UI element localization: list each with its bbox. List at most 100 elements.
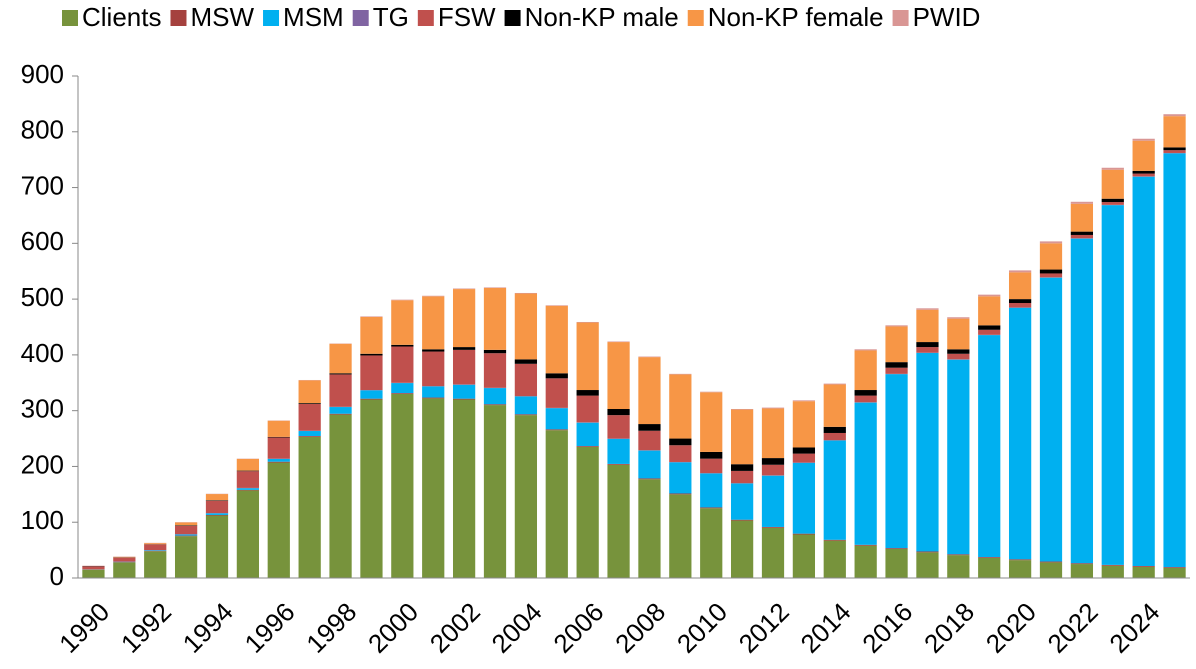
bar-segment [792, 453, 816, 463]
x-tick-label: 2016 [856, 597, 918, 659]
bar-segment [669, 494, 692, 578]
bar-segment [483, 388, 507, 405]
bar-segment [391, 344, 414, 347]
legend-swatch [352, 10, 369, 26]
bar-segment [360, 353, 383, 356]
bar-segment [483, 287, 507, 350]
bar-segment [483, 287, 507, 288]
bar-segment [730, 409, 754, 465]
bar-segment [947, 554, 970, 556]
bar-segment [391, 346, 414, 383]
legend-label: FSW [438, 2, 496, 32]
bar-segment [916, 551, 939, 553]
bar-segment [391, 300, 414, 345]
bar-segment [854, 390, 877, 396]
bar-segment [174, 525, 198, 535]
bar-segment [1008, 270, 1032, 273]
bar-segment [1008, 299, 1032, 304]
bar-segment [82, 569, 105, 578]
bar-segment [700, 391, 723, 393]
bar-segment [205, 494, 229, 501]
bar-segment [267, 461, 290, 463]
bar-segment [607, 408, 630, 416]
bar-segment [854, 544, 877, 546]
bar-segment [576, 446, 599, 447]
bar-segment [1132, 140, 1155, 171]
bar-segment [700, 507, 723, 509]
y-tick-label: 900 [21, 59, 64, 89]
bar-segment [360, 316, 383, 317]
bar-segment [823, 432, 846, 441]
bar-segment [205, 515, 229, 578]
bar-segment [669, 445, 692, 462]
bar-segment [638, 356, 661, 358]
x-tick-label: 1994 [177, 597, 239, 659]
bar-segment [669, 438, 692, 446]
legend-swatch [687, 10, 704, 26]
y-tick-label: 300 [21, 394, 64, 424]
bar-segment [823, 383, 846, 385]
bar-segment [422, 349, 445, 352]
bar-segment [854, 395, 877, 403]
bar-segment [360, 390, 383, 399]
bar-segment [236, 488, 260, 490]
bar-segment [329, 373, 352, 375]
legend-label: TG [373, 2, 409, 32]
x-tick-label: 2008 [609, 597, 671, 659]
bar-segment [761, 407, 785, 409]
bar-segment [576, 446, 599, 578]
bar-segment [1008, 560, 1032, 578]
bar-segment [360, 316, 383, 354]
bar-segment [1132, 566, 1155, 578]
bar-segment [854, 402, 877, 545]
bar-segment [1070, 231, 1094, 235]
bar-segment [700, 458, 723, 474]
legend: Clients MSW MSM TG FSW Non-KP male Non-KP fema… [62, 2, 980, 32]
bar-segment [174, 525, 198, 526]
x-tick-label: 2014 [794, 597, 856, 659]
bar-segment [792, 447, 816, 454]
bar-segment [576, 322, 599, 391]
bar-segment [730, 520, 754, 578]
legend-swatch [170, 10, 187, 26]
bar-segment [483, 404, 507, 406]
x-tick-label: 2020 [980, 597, 1042, 659]
bar-segment [298, 403, 321, 431]
y-tick-label: 800 [21, 115, 64, 145]
bar-segment [514, 415, 538, 578]
bar-segment [1163, 567, 1186, 568]
bar-segment [638, 478, 661, 480]
bar-segment [730, 408, 754, 410]
x-tick-label: 2018 [918, 597, 980, 659]
bar-segment [144, 551, 167, 578]
bar-segment [730, 519, 754, 521]
bar-segment [545, 305, 568, 306]
bar-segment [1008, 303, 1032, 308]
bar-segment [885, 374, 908, 549]
bar-segment [700, 473, 723, 508]
bar-segment [391, 383, 414, 394]
bar-segment [978, 329, 1001, 335]
bar-segment [329, 343, 352, 374]
bar-segment [607, 464, 630, 578]
bar-segment [514, 363, 538, 397]
bar-segment [916, 347, 939, 353]
legend-label: Clients [82, 2, 161, 32]
bar-segment [1070, 564, 1094, 578]
bar-segment [607, 341, 630, 343]
bar-segment [1039, 273, 1063, 278]
x-tick-label: 2022 [1042, 597, 1104, 659]
bar-segment [761, 464, 785, 476]
bar-segment [144, 550, 167, 551]
bar-segment [947, 317, 970, 319]
bar-segment [1132, 138, 1155, 141]
bar-segment [607, 342, 630, 409]
bar-segment [545, 373, 568, 379]
bar-segment [298, 436, 321, 437]
bar-segment [669, 462, 692, 494]
bar-segment [267, 436, 290, 438]
bar-segment [1132, 170, 1155, 174]
bar-segment [1163, 567, 1186, 578]
bar-segment [1163, 147, 1186, 151]
bar-segment [885, 326, 908, 363]
